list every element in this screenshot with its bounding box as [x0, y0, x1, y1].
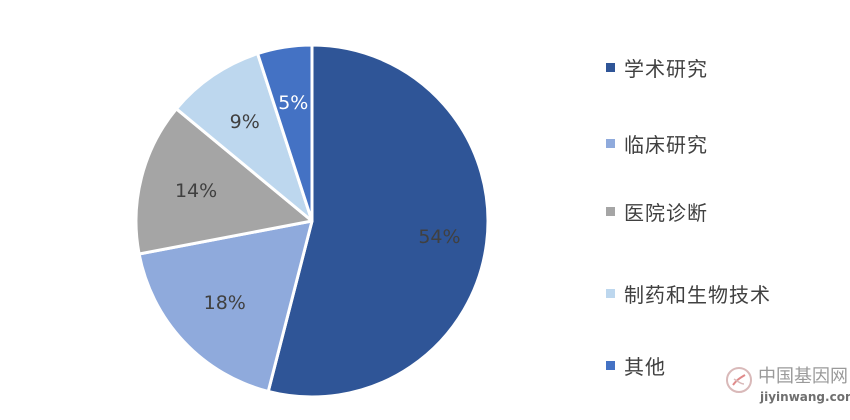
watermark: 中国基因网 jiyinwang.com	[724, 362, 850, 414]
slice-label: 54%	[418, 226, 460, 248]
legend-swatch	[606, 206, 615, 216]
legend-label: 其他	[624, 354, 666, 379]
legend-item: 医院诊断	[606, 196, 708, 226]
legend-swatch	[606, 288, 615, 298]
chart-legend: 学术研究 临床研究 医院诊断 制药和生物技术 其他	[606, 52, 836, 392]
pie-slice	[137, 219, 314, 393]
legend-item: 临床研究	[606, 128, 708, 158]
slice-label: 9%	[230, 111, 260, 133]
slice-label: 5%	[278, 92, 308, 114]
slice-label: 18%	[204, 292, 246, 314]
pie-slice	[256, 43, 314, 223]
legend-label: 临床研究	[624, 132, 708, 157]
legend-swatch	[606, 62, 615, 72]
watermark-title: 中国基因网	[758, 366, 848, 387]
watermark-url: jiyinwang.com	[760, 390, 850, 404]
slice-label: 14%	[175, 180, 217, 202]
pie-slice	[134, 107, 314, 256]
legend-item: 制药和生物技术	[606, 278, 771, 308]
legend-swatch	[606, 138, 615, 148]
legend-item: 学术研究	[606, 52, 708, 82]
pie-slice	[266, 43, 490, 399]
legend-swatch	[606, 360, 615, 370]
legend-label: 制药和生物技术	[624, 282, 771, 307]
legend-label: 医院诊断	[624, 200, 708, 225]
pie-slice	[174, 52, 314, 223]
legend-item: 其他	[606, 350, 666, 380]
dna-logo-icon	[726, 367, 752, 393]
legend-label: 学术研究	[624, 56, 708, 81]
